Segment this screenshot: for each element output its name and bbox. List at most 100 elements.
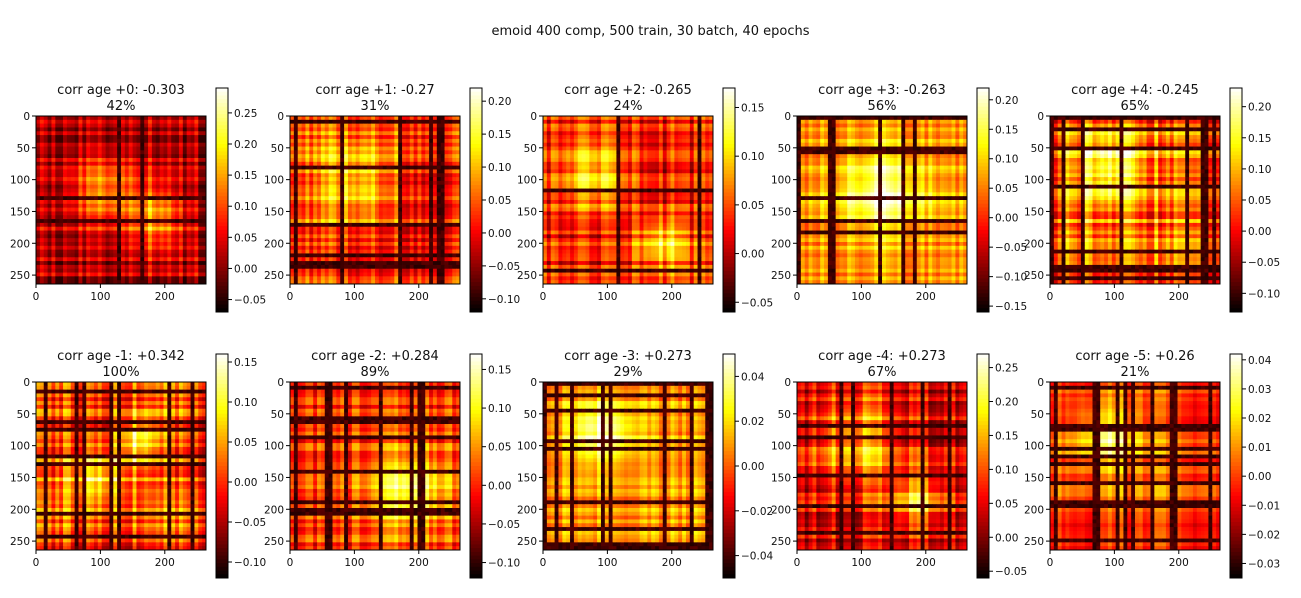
heatmap-cell: [51, 249, 56, 254]
heatmap-cell: [670, 165, 675, 170]
heatmap-cell: [363, 257, 368, 262]
heatmap-cell: [43, 215, 48, 220]
heatmap-cell: [344, 207, 349, 212]
heatmap-cell: [398, 226, 403, 231]
heatmap-cell: [554, 116, 559, 121]
heatmap-cell: [600, 180, 606, 186]
heatmap-cell: [86, 127, 91, 132]
heatmap-cell: [148, 119, 153, 125]
heatmap-cell: [678, 158, 683, 163]
heatmap-cell: [585, 180, 590, 186]
heatmap-cell: [382, 192, 387, 197]
heatmap-cell: [121, 154, 126, 159]
heatmap-cell: [167, 276, 172, 281]
heatmap-cell: [425, 131, 430, 136]
heatmap-cell: [39, 116, 45, 121]
heatmap-cell: [167, 138, 172, 144]
heatmap-cell: [709, 119, 714, 125]
colorbar-tick-label: 0.20: [234, 139, 257, 151]
heatmap-cell: [332, 192, 337, 197]
heatmap-cell: [328, 173, 333, 178]
heatmap-cell: [140, 257, 145, 262]
heatmap-cell: [97, 203, 103, 209]
heatmap-cell: [194, 196, 199, 201]
heatmap-cell: [628, 188, 633, 193]
heatmap-cell: [409, 123, 415, 128]
heatmap-cell: [74, 264, 79, 270]
heatmap-cell: [386, 161, 391, 167]
heatmap-cell: [678, 150, 683, 155]
heatmap-cell: [175, 200, 180, 205]
colorbar-segment: [216, 282, 228, 287]
heatmap-cell: [39, 242, 45, 247]
heatmap-cell: [293, 257, 299, 262]
heatmap-cell: [59, 238, 64, 243]
heatmap-cell: [405, 261, 411, 266]
heatmap-cell: [678, 165, 683, 170]
heatmap-cell: [163, 196, 168, 201]
heatmap-cell: [351, 253, 357, 258]
heatmap-cell: [313, 158, 318, 163]
heatmap-cell: [155, 173, 161, 178]
heatmap-cell: [386, 154, 391, 159]
heatmap-cell: [148, 177, 153, 182]
heatmap-cell: [585, 138, 590, 144]
heatmap-cell: [328, 119, 333, 125]
heatmap-cell: [132, 123, 137, 128]
heatmap-cell: [581, 154, 586, 159]
heatmap-cell: [202, 165, 207, 170]
heatmap-cell: [432, 188, 438, 193]
heatmap-cell: [113, 169, 118, 174]
heatmap-cell: [101, 261, 106, 266]
heatmap-cell: [124, 261, 130, 266]
heatmap-cell: [554, 146, 559, 151]
heatmap-cell: [577, 154, 583, 159]
heatmap-cell: [413, 257, 418, 262]
heatmap-cell: [290, 211, 295, 216]
heatmap-cell: [309, 222, 314, 228]
heatmap-cell: [198, 268, 203, 273]
heatmap-cell: [186, 238, 191, 243]
heatmap-cell: [113, 257, 118, 262]
heatmap-cell: [405, 158, 411, 163]
heatmap-cell: [117, 242, 122, 247]
heatmap-cell: [432, 249, 438, 254]
heatmap-cell: [171, 177, 176, 182]
heatmap-cell: [332, 215, 337, 220]
heatmap-cell: [121, 173, 126, 178]
heatmap-cell: [151, 180, 157, 186]
heatmap-cell: [405, 207, 411, 212]
heatmap-cell: [635, 123, 640, 128]
colorbar-segment: [216, 207, 228, 212]
heatmap-cell: [121, 276, 126, 281]
heatmap-cell: [351, 230, 357, 235]
heatmap-cell: [429, 211, 434, 216]
heatmap-cell: [378, 261, 384, 266]
heatmap-cell: [386, 184, 391, 189]
heatmap-cell: [59, 264, 64, 270]
heatmap-cell: [570, 127, 575, 132]
colorbar-segment: [216, 88, 228, 93]
heatmap-cell: [190, 280, 195, 285]
heatmap-cell: [674, 192, 679, 197]
heatmap-cell: [448, 116, 453, 121]
heatmap-cell: [336, 165, 341, 170]
heatmap-cell: [36, 264, 41, 270]
heatmap-cell: [124, 245, 130, 251]
heatmap-cell: [436, 211, 442, 216]
heatmap-cell: [305, 150, 310, 155]
heatmap-cell: [55, 268, 60, 273]
heatmap-cell: [382, 154, 387, 159]
heatmap-cell: [39, 119, 45, 125]
heatmap-cell: [43, 158, 48, 163]
heatmap-cell: [573, 177, 579, 182]
heatmap-cell: [124, 203, 130, 209]
heatmap-cell: [309, 249, 314, 254]
heatmap-cell: [144, 222, 149, 228]
heatmap-cell: [429, 203, 434, 209]
heatmap-cell: [290, 276, 295, 281]
heatmap-cell: [198, 249, 203, 254]
heatmap-cell: [558, 146, 563, 151]
heatmap-cell: [363, 207, 368, 212]
heatmap-cell: [66, 276, 72, 281]
